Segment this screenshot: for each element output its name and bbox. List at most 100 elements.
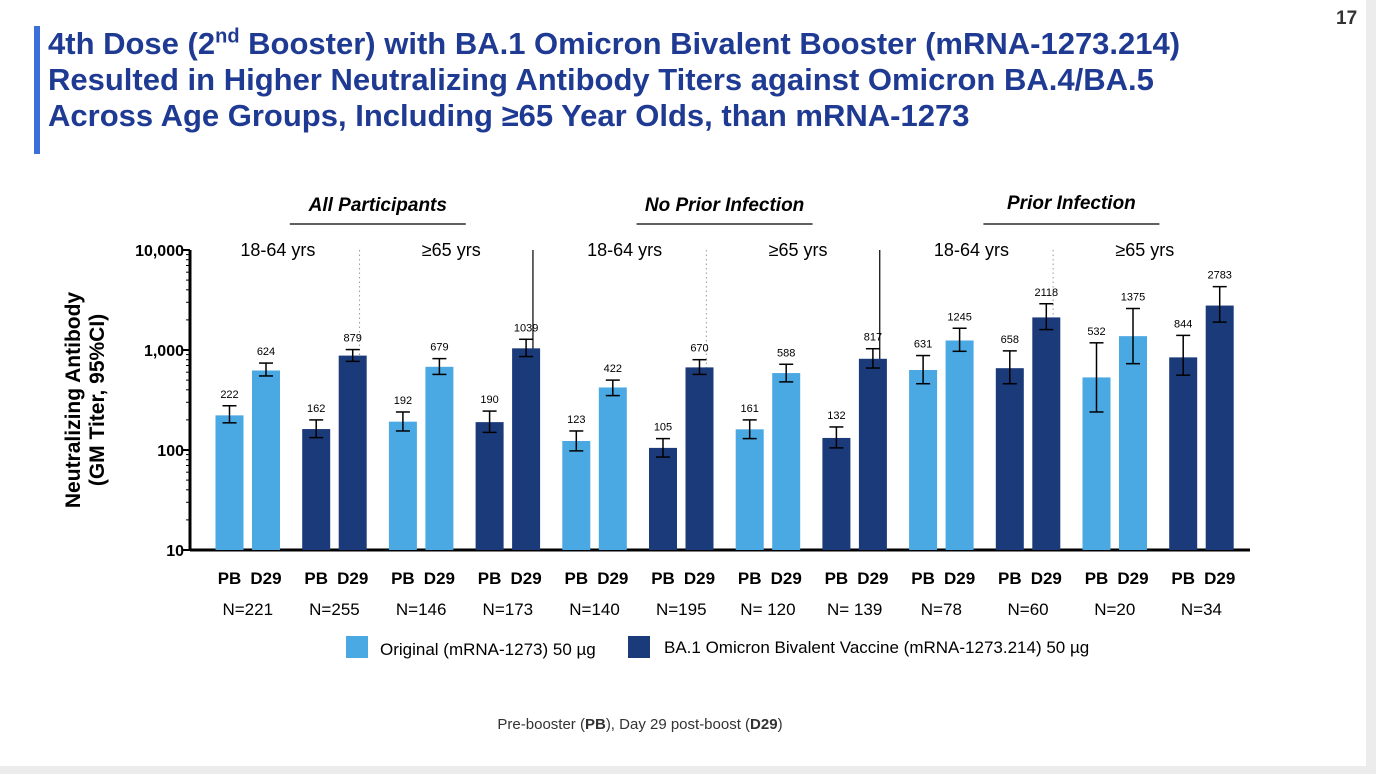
data-label: 2783	[1207, 270, 1231, 282]
bar	[302, 429, 331, 550]
bar	[1119, 336, 1147, 550]
bar	[1032, 317, 1061, 550]
bar	[945, 340, 974, 550]
x-tick-label: D29	[1117, 569, 1148, 588]
x-tick-label: PB	[1171, 569, 1195, 588]
bar	[475, 422, 504, 550]
x-tick-label: D29	[944, 569, 975, 588]
legend-swatch	[628, 636, 650, 658]
data-label: 2118	[1034, 287, 1058, 299]
x-tick-label: D29	[1031, 569, 1062, 588]
slide-title: 4th Dose (2nd Booster) with BA.1 Omicron…	[48, 26, 1308, 134]
age-group-label: 18-64 yrs	[934, 240, 1009, 260]
footnote-bold-d29: D29	[750, 716, 778, 733]
x-tick-label: D29	[1204, 569, 1235, 588]
data-label: 105	[654, 422, 672, 434]
title-line1-part1: 4th Dose (2	[48, 26, 216, 61]
n-count-label: N= 120	[740, 600, 795, 619]
x-tick-label: PB	[564, 569, 588, 588]
bar	[1169, 357, 1198, 550]
footnote-text-3: )	[777, 716, 783, 733]
data-label: 123	[567, 414, 585, 426]
data-label: 879	[344, 333, 362, 345]
y-axis-label-line: Neutralizing Antibody	[62, 292, 85, 509]
x-tick-label: D29	[250, 569, 281, 588]
x-tick-label: D29	[857, 569, 888, 588]
n-count-label: N=173	[483, 600, 534, 619]
x-tick-label: D29	[597, 569, 628, 588]
n-count-label: N=221	[222, 600, 273, 619]
n-count-label: N=146	[396, 600, 447, 619]
titer-bar-chart: 10 100 1,000 10,000 Neutralizing Antibody(GM…	[62, 193, 1250, 659]
n-count-label: N=140	[569, 600, 620, 619]
n-count-label: N=255	[309, 600, 360, 619]
n-count-label: N=20	[1094, 600, 1135, 619]
x-tick-label: PB	[651, 569, 675, 588]
bar	[562, 441, 591, 550]
bar	[388, 421, 417, 550]
data-label: 532	[1087, 326, 1105, 338]
bar	[649, 447, 677, 550]
age-group-label: 18-64 yrs	[240, 240, 315, 260]
age-group-label: ≥65 yrs	[769, 240, 828, 260]
bar	[252, 370, 280, 550]
n-count-label: N=60	[1007, 600, 1048, 619]
x-tick-label: PB	[998, 569, 1022, 588]
y-tick-label: 1,000	[144, 343, 184, 360]
data-label: 817	[864, 332, 882, 344]
bar	[772, 373, 801, 550]
y-tick-label: 10	[166, 543, 184, 560]
x-tick-label: D29	[684, 569, 715, 588]
data-label: 1375	[1121, 292, 1145, 304]
title-line1-part2: Booster) with BA.1 Omicron Bivalent Boos…	[239, 26, 1181, 61]
n-count-label: N=34	[1181, 600, 1222, 619]
n-count-label: N=78	[921, 600, 962, 619]
x-tick-label: PB	[1085, 569, 1109, 588]
panel-title: No Prior Infection	[645, 195, 804, 216]
title-line2: Resulted in Higher Neutralizing Antibody…	[48, 62, 1154, 97]
x-tick-label: PB	[391, 569, 415, 588]
data-label: 132	[827, 410, 845, 422]
x-tick-label: D29	[337, 569, 368, 588]
legend-label: BA.1 Omicron Bivalent Vaccine (mRNA-1273…	[664, 638, 1089, 657]
x-tick-label: PB	[478, 569, 502, 588]
data-label: 190	[480, 394, 498, 406]
data-label: 588	[777, 347, 795, 359]
bar	[995, 368, 1024, 550]
x-tick-label: D29	[771, 569, 802, 588]
slide-number: 17	[1336, 8, 1358, 29]
data-label: 161	[741, 403, 759, 415]
data-label: 192	[394, 395, 412, 407]
bar	[215, 415, 244, 550]
x-tick-label: D29	[424, 569, 455, 588]
footnote-text-1: Pre-booster (	[497, 716, 585, 733]
data-label: 422	[604, 363, 622, 375]
bar	[822, 437, 851, 550]
data-label: 222	[220, 389, 238, 401]
bar	[338, 355, 367, 550]
x-tick-label: PB	[825, 569, 849, 588]
data-label: 679	[430, 342, 448, 354]
title-line3: Across Age Groups, Including ≥65 Year Ol…	[48, 98, 970, 133]
y-axis-label: Neutralizing Antibody(GM Titer, 95%CI)	[62, 292, 109, 509]
title-accent-bar	[34, 26, 40, 154]
y-tick-label: 100	[157, 443, 184, 460]
data-label: 1245	[947, 311, 971, 323]
data-label: 631	[914, 339, 932, 351]
data-label: 624	[257, 346, 275, 358]
y-tick-label: 10,000	[135, 243, 184, 260]
bar	[512, 348, 541, 550]
data-label: 658	[1001, 334, 1019, 346]
data-label: 162	[307, 403, 325, 415]
x-tick-label: PB	[218, 569, 242, 588]
legend-label: Original (mRNA-1273) 50 µg	[380, 640, 596, 659]
bar	[1205, 305, 1234, 550]
bar	[735, 429, 764, 550]
bar	[909, 369, 938, 550]
x-tick-label: D29	[511, 569, 542, 588]
x-tick-label: PB	[738, 569, 762, 588]
x-tick-label: PB	[304, 569, 328, 588]
title-superscript: nd	[215, 25, 240, 48]
n-count-label: N= 139	[827, 600, 882, 619]
